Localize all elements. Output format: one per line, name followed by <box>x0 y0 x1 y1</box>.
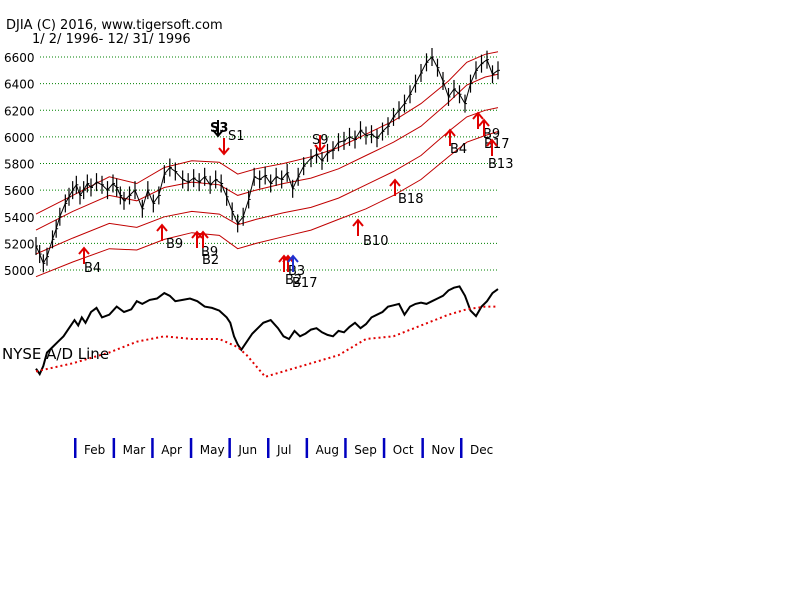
signal-label: B4 <box>84 261 101 276</box>
signal-arrow-head <box>389 178 401 187</box>
band-line <box>35 107 499 255</box>
signal-label: S3 <box>210 121 228 136</box>
signal-label: B9 <box>166 237 183 252</box>
month-tick <box>305 438 309 458</box>
band-line <box>35 51 499 215</box>
month-tick <box>267 438 270 458</box>
month-label: May <box>200 443 225 457</box>
month-label: Apr <box>161 443 182 457</box>
month-label: Jul <box>276 443 291 457</box>
signal-label: B2 <box>285 273 302 288</box>
signal-b4: B4 <box>444 128 467 157</box>
y-tick-label: 6600 <box>4 51 35 65</box>
month-tick <box>421 438 424 458</box>
month-tick <box>228 438 231 458</box>
djia-price-bars <box>35 48 500 273</box>
signal-b18: B18 <box>389 178 423 207</box>
month-tick <box>151 438 154 458</box>
signal-s3: S3 <box>210 120 228 138</box>
signal-b2: B2 <box>197 230 219 268</box>
y-tick-label: 6000 <box>4 131 35 145</box>
signal-b9: B9 <box>156 223 183 252</box>
month-label: Nov <box>431 443 454 457</box>
signal-arrow-head <box>444 128 456 137</box>
month-label: Sep <box>354 443 377 457</box>
month-tick <box>460 438 463 458</box>
chart-title: DJIA (C) 2016, www.tigersoft.com <box>6 18 223 33</box>
month-label: Jun <box>237 443 257 457</box>
signal-s9: S9 <box>312 133 329 153</box>
band-line <box>35 131 499 278</box>
signal-b4: B4 <box>78 246 101 276</box>
signal-arrow-head <box>197 230 209 239</box>
y-tick-label: 6400 <box>4 78 35 92</box>
signal-arrow-head <box>352 218 364 227</box>
y-tick-label: 5400 <box>4 211 35 225</box>
month-label: Mar <box>123 443 146 457</box>
signal-arrow-head <box>314 144 326 153</box>
signal-b2: B2 <box>282 254 302 288</box>
date-range: 1/ 2/ 1996- 12/ 31/ 1996 <box>32 32 191 47</box>
signal-arrow-head <box>486 138 498 147</box>
ad-line <box>35 285 499 377</box>
signal-b10: B10 <box>352 218 388 249</box>
month-label: Dec <box>470 443 493 457</box>
signal-label: B2 <box>202 253 219 268</box>
signal-arrow-head <box>472 111 484 120</box>
signal-label: B13 <box>488 157 513 172</box>
signal-label: B4 <box>450 142 467 157</box>
signal-arrow-head <box>78 246 90 255</box>
djia-close-line <box>35 56 499 265</box>
month-label: Feb <box>84 443 105 457</box>
signal-arrow-head <box>287 254 299 263</box>
signal-label: B9 <box>483 127 500 142</box>
y-tick-label: 6200 <box>4 104 35 118</box>
month-label: Oct <box>393 443 414 457</box>
month-label: Aug <box>316 443 339 457</box>
grid-lines <box>40 56 498 271</box>
signal-arrow-head <box>156 223 168 232</box>
month-tick <box>344 438 347 458</box>
signal-arrow-head <box>282 254 294 263</box>
month-tick <box>112 438 116 458</box>
signal-label: B17 <box>292 276 317 291</box>
signal-b13: B13 <box>486 138 513 172</box>
signal-arrow-head <box>212 129 224 138</box>
ad-line-label: NYSE A/D Line <box>2 345 109 363</box>
month-tick <box>74 438 77 458</box>
signal-label: S1 <box>228 129 245 144</box>
signal-label: B9 <box>201 245 218 260</box>
month-tick <box>382 438 386 458</box>
signal-label: B18 <box>398 192 423 207</box>
y-tick-label: 5600 <box>4 184 35 198</box>
y-tick-label: 5000 <box>4 264 35 278</box>
signal-b9: B9 <box>472 111 500 142</box>
signal-s1: S1 <box>218 129 245 156</box>
signal-b17: B17 <box>287 254 317 291</box>
ad-line-panel <box>35 285 499 378</box>
price-bands <box>35 51 499 278</box>
y-tick-label: 5200 <box>4 237 35 251</box>
y-axis-ticks: 6600 6400 6200 6000 5800 5600 5400 5200 5000 <box>4 51 35 278</box>
signal-label: S9 <box>312 133 329 148</box>
month-axis: Feb Mar Apr May Jun Jul Aug Sep Oct Nov Dec <box>74 438 493 458</box>
month-tick <box>189 438 193 458</box>
signal-label: B10 <box>363 234 388 249</box>
signal-arrow-head <box>218 147 230 156</box>
y-tick-label: 5800 <box>4 158 35 172</box>
signal-arrow-head <box>478 118 490 127</box>
